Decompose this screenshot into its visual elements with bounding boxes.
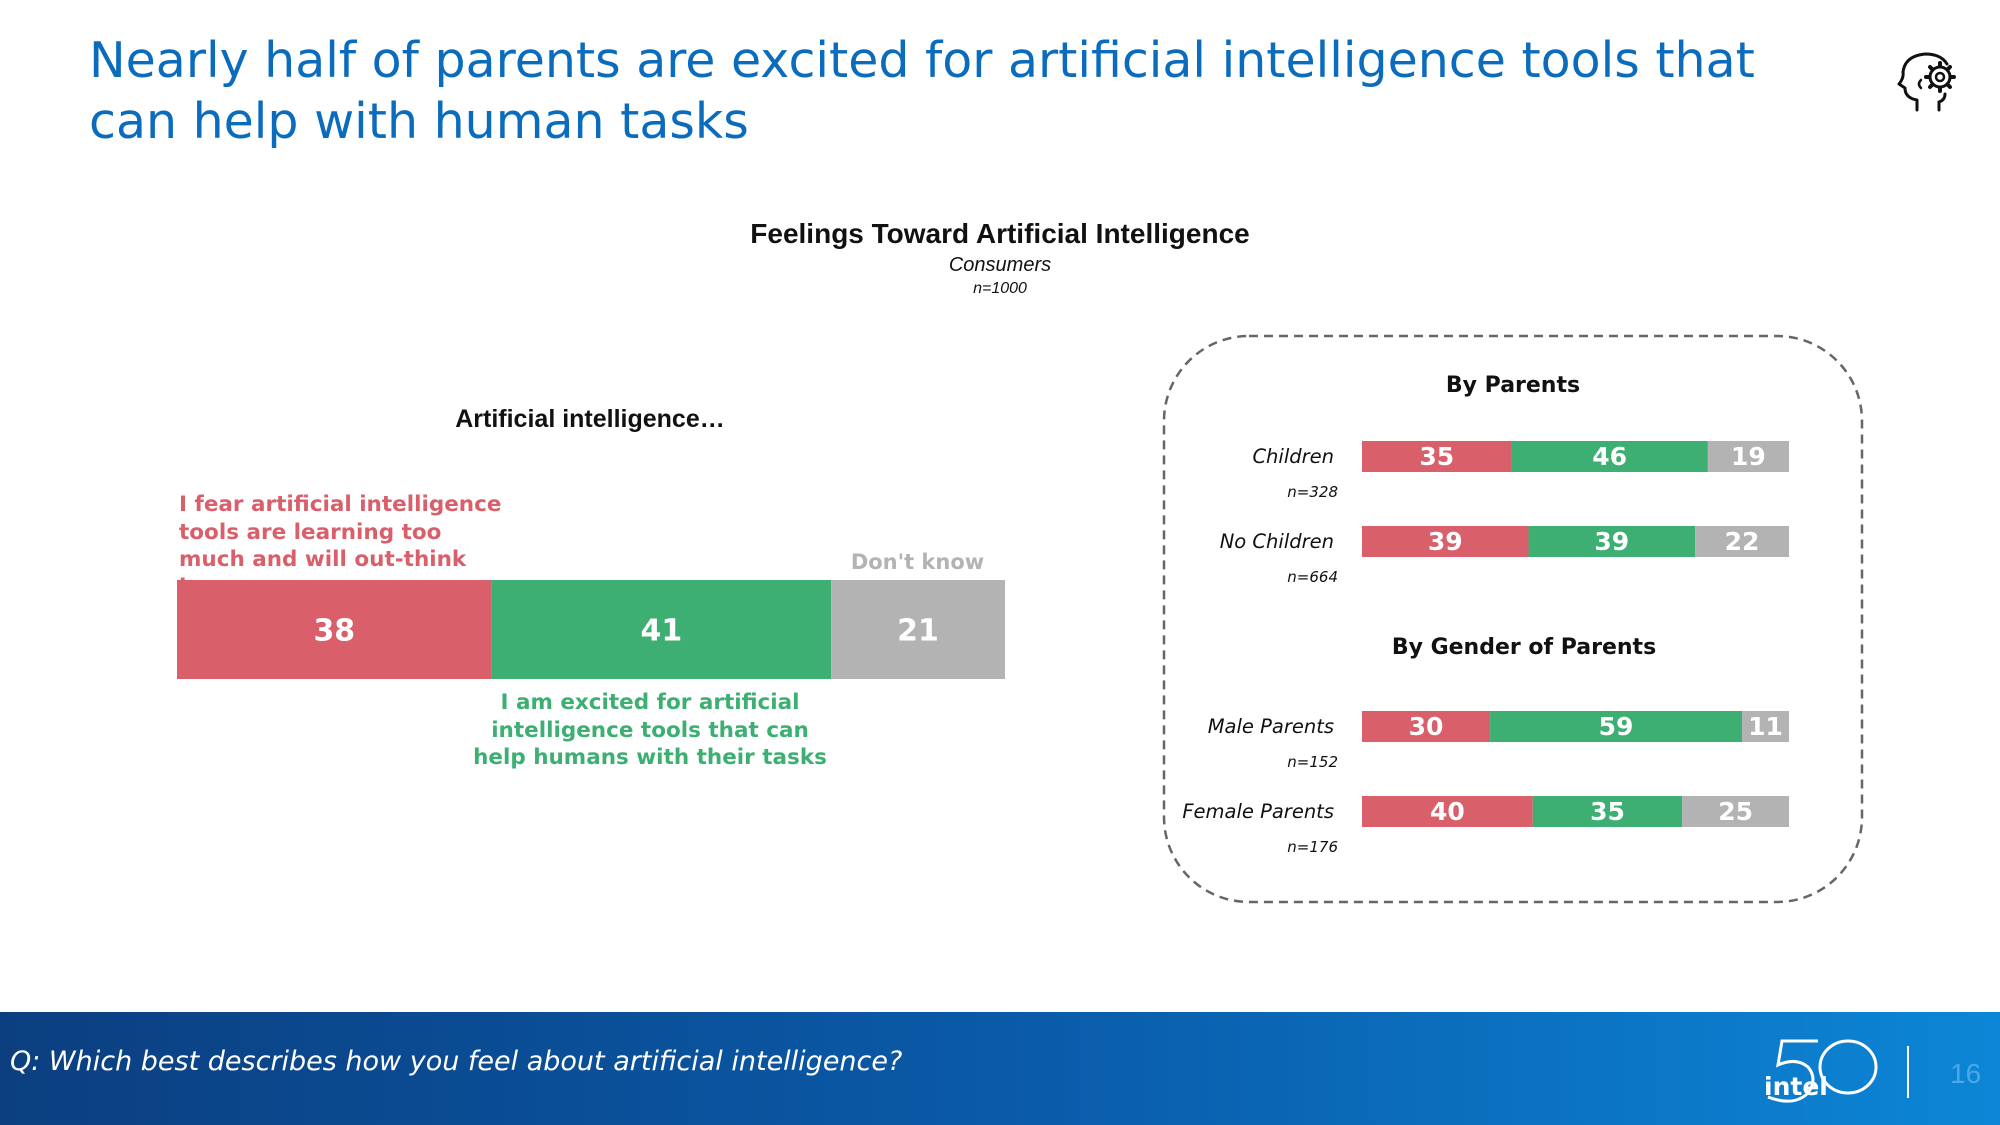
- slide-title: Nearly half of parents are excited for a…: [89, 32, 1755, 150]
- fear-label: I fear artificial intelligence tools are…: [179, 492, 502, 600]
- main-bar-dont-know-value: 21: [897, 614, 939, 649]
- bar-female-parents-dont-know: [1682, 796, 1789, 827]
- bar-children-fear-value: 35: [1419, 442, 1454, 471]
- bar-male-parents-excited: [1490, 711, 1743, 742]
- main-bar-excited: [491, 580, 832, 679]
- panel-border: [1162, 334, 1864, 904]
- by-parents-title: By Parents: [1446, 373, 1580, 398]
- footer-band: [0, 1012, 2000, 1125]
- row-label-male-parents: Male Parents: [1208, 715, 1334, 738]
- chart-subtitle: Consumers: [948, 254, 1052, 276]
- row-label-no-children: No Children: [1220, 530, 1334, 553]
- bar-children-fear: [1362, 441, 1512, 472]
- bar-children-dont-know-value: 19: [1731, 442, 1766, 471]
- main-bar-fear-value: 38: [313, 614, 355, 649]
- main-bar-excited-value: 41: [641, 614, 683, 649]
- head-gear-icon: [1897, 52, 1956, 112]
- footer-divider: [1907, 1046, 1909, 1098]
- bar-male-parents-fear: [1362, 711, 1491, 742]
- row-n-children: n=328: [1287, 483, 1338, 501]
- main-bar-fear: [177, 580, 492, 679]
- bar-female-parents-fear-value: 40: [1430, 797, 1465, 826]
- bar-male-parents-fear-value: 30: [1409, 712, 1444, 741]
- by-gender-title: By Gender of Parents: [1392, 635, 1656, 660]
- chart-sample-size: n=1000: [973, 280, 1027, 297]
- row-label-children: Children: [1252, 445, 1334, 468]
- row-n-no-children: n=664: [1287, 568, 1338, 586]
- bar-no-children-excited: [1528, 526, 1696, 557]
- bar-female-parents-excited-value: 35: [1590, 797, 1625, 826]
- chart-title: Feelings Toward Artificial Intelligence: [750, 218, 1250, 249]
- bar-female-parents-excited: [1532, 796, 1683, 827]
- bar-children-excited-value: 46: [1592, 442, 1627, 471]
- row-n-female-parents: n=176: [1287, 838, 1338, 856]
- main-bar-dont-know: [831, 580, 1005, 679]
- bar-no-children-dont-know-value: 22: [1725, 527, 1760, 556]
- bar-no-children-fear-value: 39: [1428, 527, 1463, 556]
- subgroup-panel: By Parents By Gender of Parents Children…: [1162, 334, 1864, 904]
- bar-female-parents-fear: [1362, 796, 1533, 827]
- page-number: 16: [1950, 1058, 1982, 1089]
- bar-children-excited: [1511, 441, 1708, 472]
- bar-female-parents-dont-know-value: 25: [1718, 797, 1753, 826]
- main-chart-heading: Artificial intelligence…: [455, 405, 725, 433]
- excited-label: I am excited for artificial intelligence…: [473, 690, 827, 770]
- main-stacked-bar-chart: 38 41 21: [177, 580, 1005, 679]
- row-n-male-parents: n=152: [1287, 753, 1338, 771]
- intel-logo-text: intel: [1764, 1072, 1828, 1101]
- bar-children-dont-know: [1707, 441, 1789, 472]
- bar-no-children-dont-know: [1695, 526, 1789, 557]
- bar-no-children-excited-value: 39: [1594, 527, 1629, 556]
- row-label-female-parents: Female Parents: [1182, 800, 1334, 823]
- dont-know-label: Don't know: [850, 550, 985, 574]
- bar-no-children-fear: [1362, 526, 1529, 557]
- survey-question: Q: Which best describes how you feel abo…: [10, 1046, 903, 1077]
- intel-50-logo: intel: [1764, 1039, 1878, 1103]
- bar-male-parents-excited-value: 59: [1599, 712, 1634, 741]
- bar-male-parents-dont-know-value: 11: [1748, 712, 1783, 741]
- bar-male-parents-dont-know: [1742, 711, 1789, 742]
